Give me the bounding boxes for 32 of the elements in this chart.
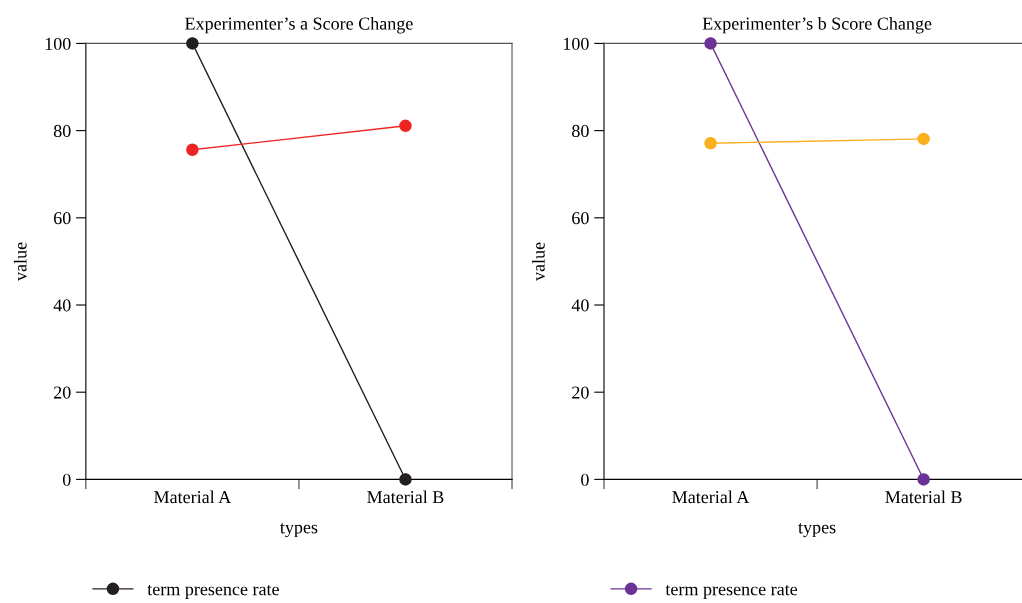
point	[704, 37, 717, 50]
y-axis-title: value	[532, 242, 545, 281]
y-tick-label: 100	[45, 37, 71, 50]
point	[186, 37, 199, 50]
x-tick-label: Material A	[154, 490, 232, 504]
x-tick-label: Material A	[672, 490, 750, 504]
y-axis-title: value	[13, 242, 27, 281]
chart-title: Experimenter’s a Score Change	[185, 17, 413, 34]
y-tick-label: 80	[572, 124, 589, 138]
x-axis-title: types	[280, 523, 318, 538]
legend-label: term presence rate	[665, 584, 798, 599]
point	[399, 119, 412, 133]
x-tick-label: Material B	[367, 490, 444, 504]
y-tick-label: 20	[54, 386, 71, 399]
point	[917, 132, 930, 146]
y-tick-label: 100	[563, 37, 589, 50]
y-tick-label: 20	[572, 386, 589, 399]
chart-title: Experimenter’s b Score Change	[702, 17, 932, 34]
point	[186, 143, 199, 157]
legend-label: term presence rate	[147, 584, 279, 599]
y-tick-label: 40	[571, 299, 589, 312]
y-tick-label: 60	[572, 212, 589, 225]
x-tick-label: Material B	[885, 490, 962, 504]
y-tick-label: 40	[53, 299, 71, 312]
y-tick-label: 0	[581, 473, 589, 486]
y-tick-label: 60	[53, 212, 71, 225]
y-tick-label: 80	[53, 124, 71, 138]
point	[917, 473, 930, 486]
x-axis-title: types	[798, 523, 836, 538]
y-tick-label: 0	[62, 473, 71, 486]
point	[704, 137, 717, 150]
point	[399, 473, 412, 486]
